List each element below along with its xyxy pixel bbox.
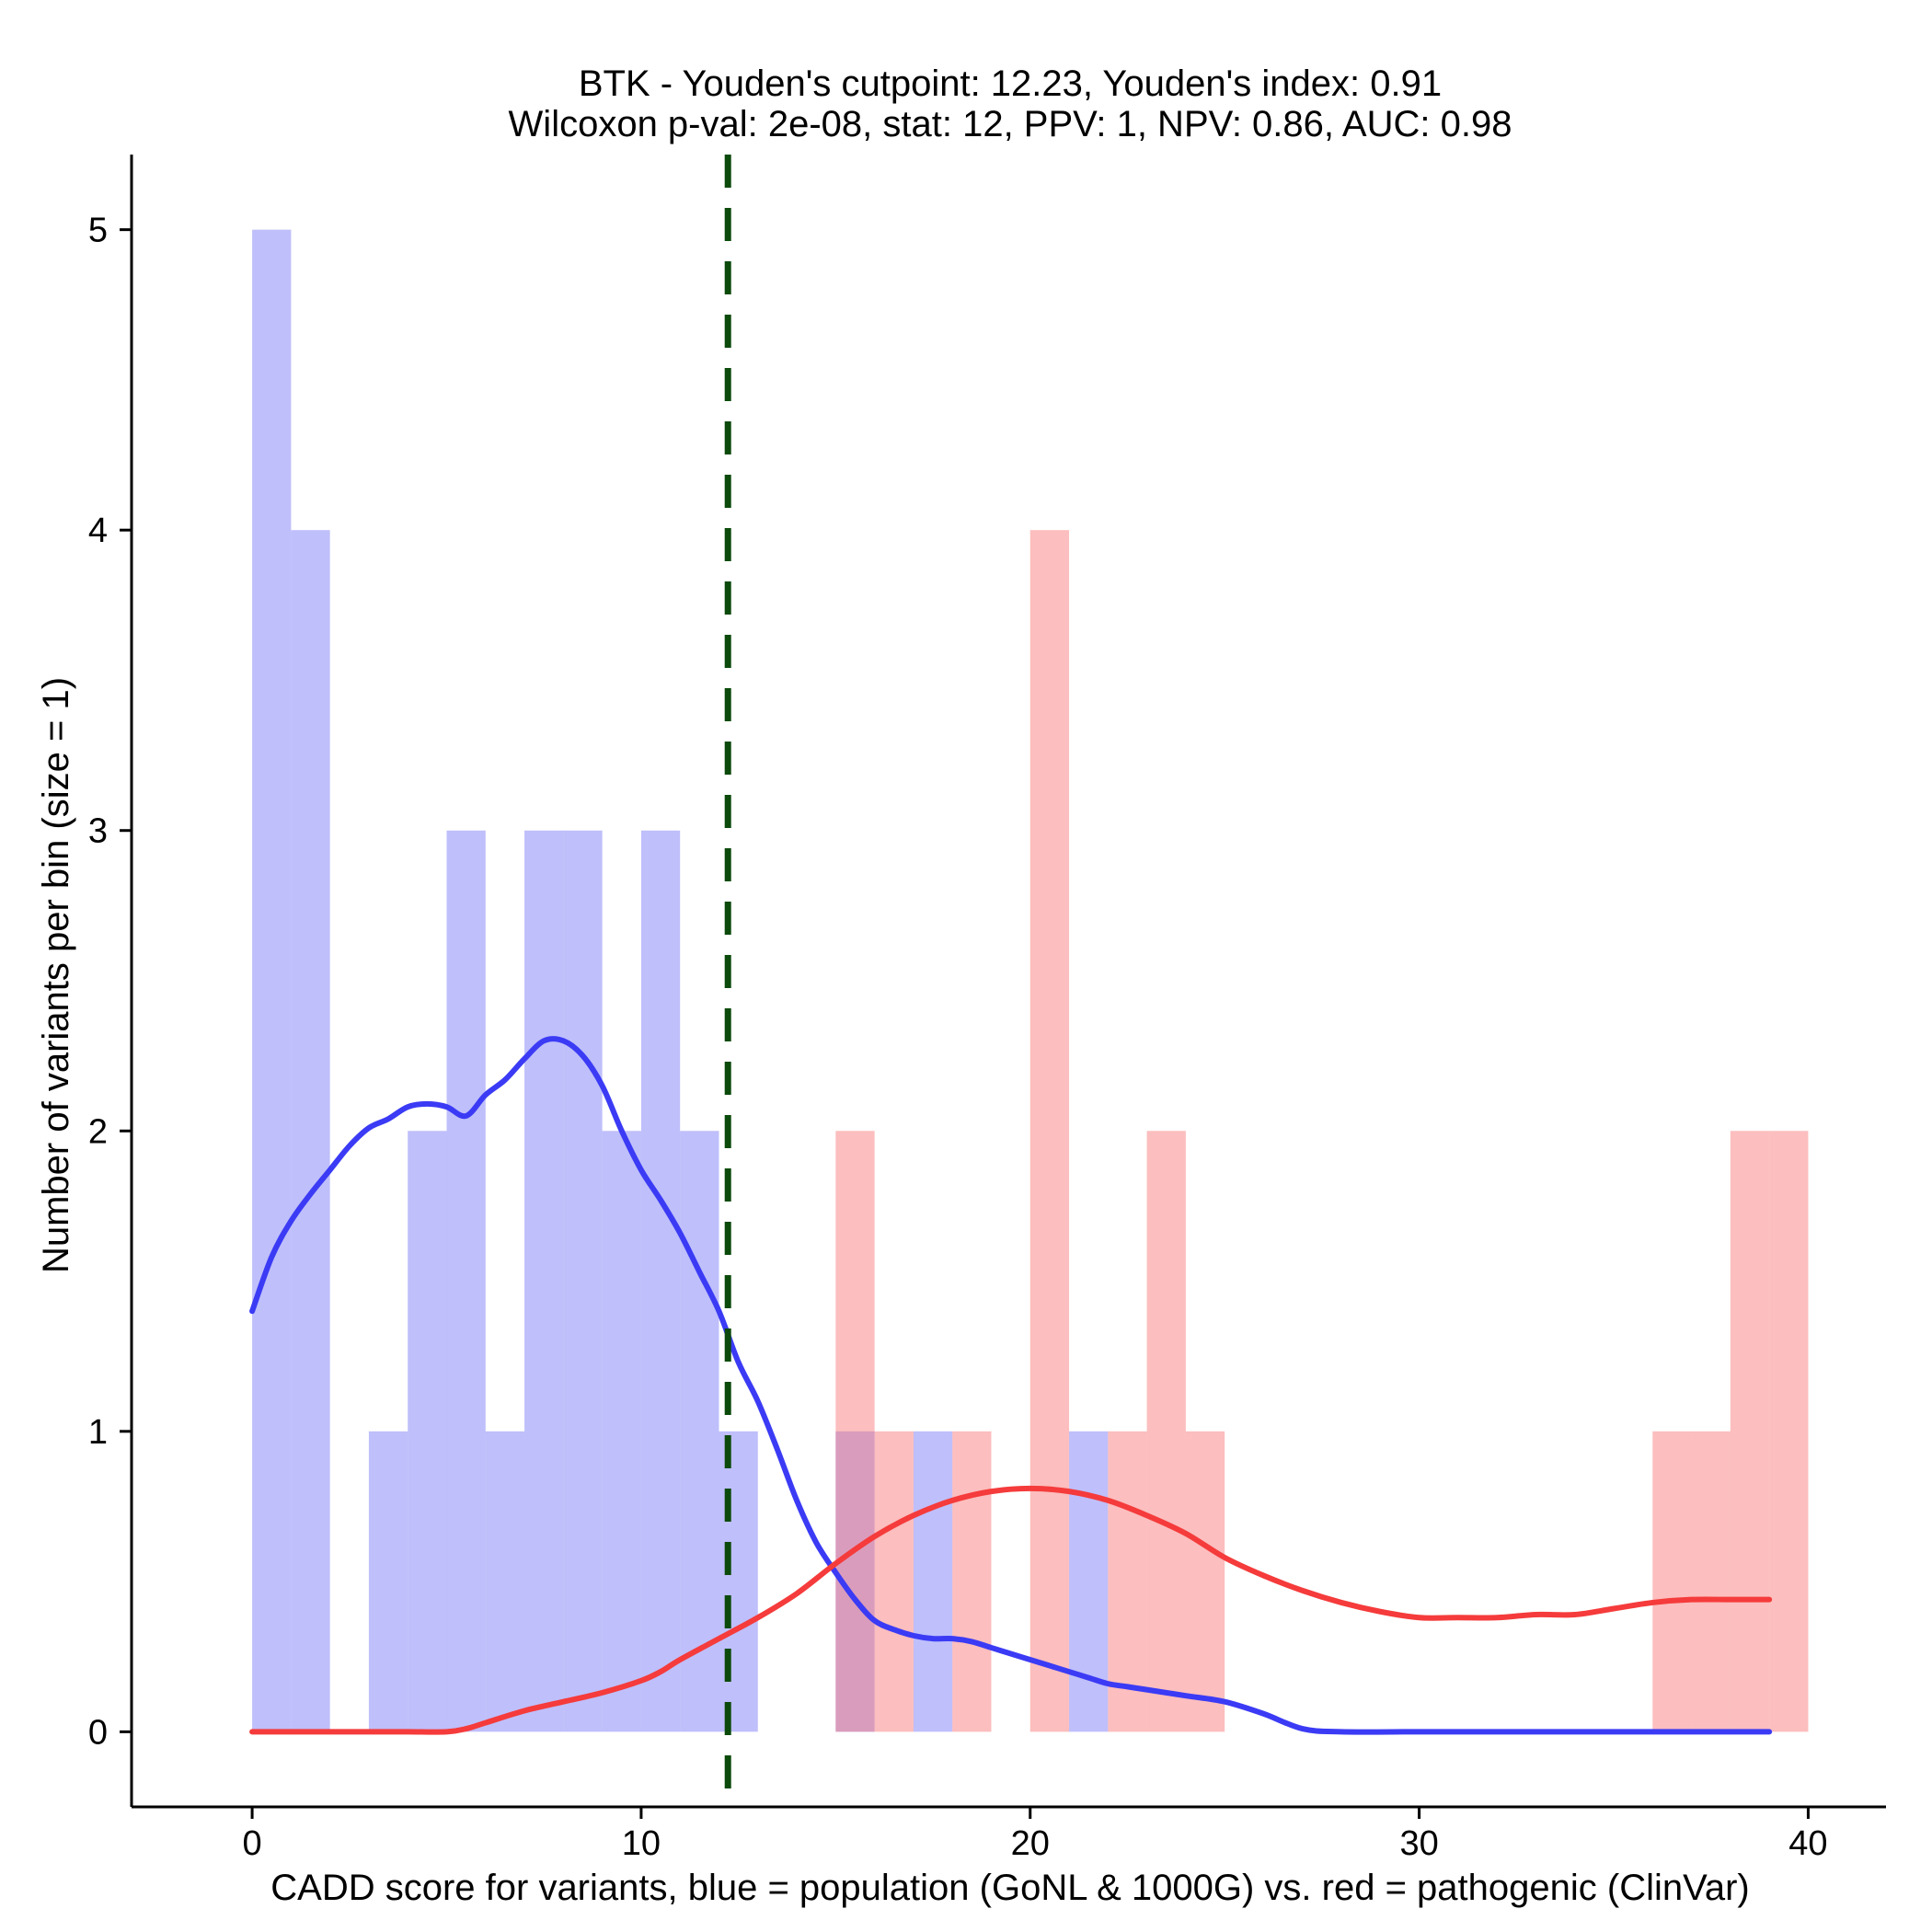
- bar-pathogenic-18: [952, 1431, 992, 1732]
- bar-pathogenic-22: [1108, 1431, 1147, 1732]
- bar-pathogenic-16: [874, 1431, 914, 1732]
- y-tick-label-4: 4: [88, 512, 108, 550]
- bar-pathogenic-20: [1029, 530, 1070, 1732]
- x-axis-label: CADD score for variants, blue = populati…: [270, 1868, 1749, 1908]
- y-axis-label: Number of variants per bin (size = 1): [36, 677, 76, 1273]
- density-curves: [249, 1036, 1773, 1735]
- y-tick-label-3: 3: [88, 812, 108, 851]
- bar-population-21: [1069, 1431, 1109, 1732]
- bar-population-3: [368, 1431, 408, 1732]
- bar-population-10: [640, 830, 681, 1732]
- x-tick-label-0: 0: [243, 1824, 262, 1863]
- y-tick-label-1: 1: [88, 1413, 108, 1452]
- bar-population-6: [485, 1431, 525, 1732]
- bar-population-8: [563, 830, 603, 1732]
- bar-pathogenic-24: [1185, 1431, 1225, 1732]
- bar-population-4: [408, 1131, 447, 1732]
- bar-population-12: [719, 1431, 758, 1732]
- bar-pathogenic-36: [1652, 1431, 1692, 1732]
- bar-pathogenic-37: [1691, 1431, 1731, 1732]
- bar-population-9: [602, 1131, 641, 1732]
- x-tick-label-30: 30: [1399, 1824, 1438, 1863]
- y-tick-label-5: 5: [88, 212, 108, 250]
- y-tick-label-0: 0: [88, 1713, 108, 1752]
- x-tick-label-40: 40: [1788, 1824, 1827, 1863]
- bar-pathogenic-39: [1769, 1131, 1809, 1732]
- bar-population-5: [446, 830, 486, 1732]
- histogram-bars: [252, 229, 1809, 1732]
- bar-population-17: [913, 1431, 953, 1732]
- chart-title-line-1: BTK - Youden's cutpoint: 12.23, Youden's…: [579, 63, 1442, 104]
- axes: [130, 155, 1886, 1809]
- bar-pathogenic-23: [1146, 1131, 1186, 1732]
- bar-pathogenic-38: [1730, 1131, 1770, 1732]
- axis-ticks: 0 10 20 30 40 0 1 2 3 4 5: [88, 212, 1828, 1863]
- bar-population-1: [291, 530, 330, 1732]
- bar-population-0: [252, 229, 292, 1732]
- x-tick-label-10: 10: [622, 1824, 661, 1863]
- bar-population-7: [524, 830, 564, 1732]
- chart-title-line-2: Wilcoxon p-val: 2e-08, stat: 12, PPV: 1,…: [509, 104, 1512, 144]
- x-tick-label-20: 20: [1011, 1824, 1050, 1863]
- bar-population-11: [680, 1131, 719, 1732]
- density-curve-pathogenic: [249, 1485, 1773, 1735]
- y-tick-label-2: 2: [88, 1112, 108, 1151]
- bar-pathogenic-15: [835, 1131, 875, 1732]
- density-curve-population: [249, 1036, 1773, 1735]
